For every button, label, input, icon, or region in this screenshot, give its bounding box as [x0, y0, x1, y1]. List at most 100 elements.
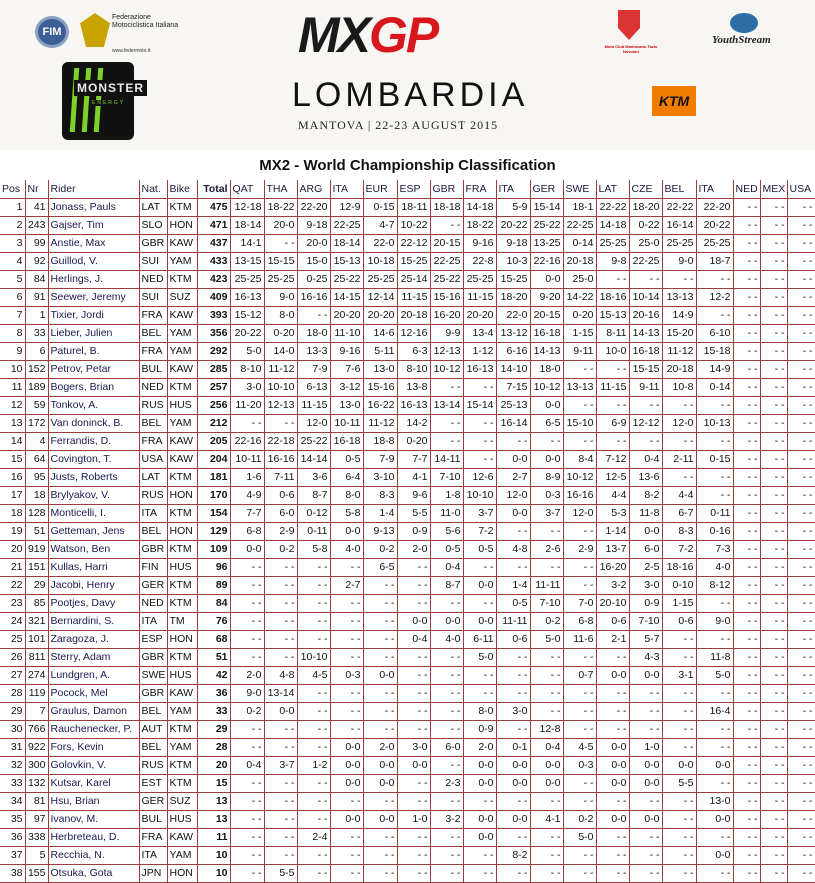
race-result-cell: 4-4	[596, 486, 630, 505]
race-result-cell: 16-16	[563, 486, 597, 505]
race-result-cell: 5-5	[264, 864, 298, 883]
race-result-cell: 15-25	[397, 252, 431, 271]
race-result-cell: 16-20	[430, 306, 464, 325]
race-result-cell: - -	[297, 720, 331, 739]
race-result-cell: 2-7	[496, 468, 531, 487]
race-result-cell: 8-12	[696, 576, 734, 595]
race-result-cell: - -	[760, 576, 788, 595]
rider-cell: Paturel, B.	[48, 342, 140, 361]
total-cell: 181	[197, 468, 231, 487]
total-cell: 423	[197, 270, 231, 289]
nat-cell: RUS	[139, 396, 168, 415]
race-result-cell: - -	[397, 558, 431, 577]
total-cell: 471	[197, 216, 231, 235]
race-result-cell: - -	[496, 522, 531, 541]
nat-cell: SUI	[139, 288, 168, 307]
bike-cell: KTM	[167, 540, 198, 559]
nr-cell: 243	[25, 216, 49, 235]
race-result-cell: 18-1	[563, 198, 597, 217]
race-result-cell: 13-14	[430, 396, 464, 415]
race-result-cell: 1-4	[363, 504, 398, 523]
rider-cell: Zaragoza, J.	[48, 630, 140, 649]
race-result-cell: 0-0	[430, 612, 464, 631]
race-result-cell: - -	[230, 774, 265, 793]
race-result-cell: 10-11	[330, 414, 364, 433]
race-result-cell: - -	[397, 576, 431, 595]
pos-cell: 15	[0, 450, 26, 469]
pos-cell: 16	[0, 468, 26, 487]
pos-cell: 18	[0, 504, 26, 523]
pos-cell: 14	[0, 432, 26, 451]
race-result-cell: 0-0	[264, 702, 298, 721]
column-header-race-11: SWE	[563, 180, 597, 199]
race-result-cell: 7-9	[297, 360, 331, 379]
race-result-cell: - -	[330, 558, 364, 577]
race-result-cell: 2-5	[629, 558, 663, 577]
race-result-cell: 11-8	[629, 504, 663, 523]
race-result-cell: - -	[264, 738, 298, 757]
race-result-cell: 5-11	[363, 342, 398, 361]
race-result-cell: 10-0	[596, 342, 630, 361]
race-result-cell: - -	[297, 612, 331, 631]
race-result-cell: 22-20	[297, 198, 331, 217]
race-result-cell: 16-14	[662, 216, 697, 235]
race-result-cell: - -	[760, 630, 788, 649]
bike-cell: KTM	[167, 720, 198, 739]
race-result-cell: - -	[330, 720, 364, 739]
race-result-cell: - -	[787, 342, 815, 361]
race-result-cell: 18-22	[463, 216, 497, 235]
race-result-cell: - -	[629, 702, 663, 721]
race-result-cell: 0-4	[430, 558, 464, 577]
race-result-cell: 6-9	[596, 414, 630, 433]
bike-cell: HON	[167, 630, 198, 649]
pos-cell: 34	[0, 792, 26, 811]
nr-cell: 766	[25, 720, 49, 739]
race-result-cell: - -	[760, 828, 788, 847]
race-result-cell: 5-0	[696, 666, 734, 685]
nat-cell: FRA	[139, 306, 168, 325]
race-result-cell: - -	[496, 684, 531, 703]
nat-cell: RUS	[139, 486, 168, 505]
race-result-cell: 0-0	[596, 810, 630, 829]
rider-cell: Kullas, Harri	[48, 558, 140, 577]
race-result-cell: - -	[760, 594, 788, 613]
rider-cell: Guillod, V.	[48, 252, 140, 271]
nat-cell: BEL	[139, 702, 168, 721]
race-result-cell: 10-13	[696, 414, 734, 433]
nat-cell: BEL	[139, 414, 168, 433]
race-result-cell: - -	[430, 378, 464, 397]
rider-cell: Anstie, Max	[48, 234, 140, 253]
total-cell: 10	[197, 864, 231, 883]
race-result-cell: 18-14	[330, 234, 364, 253]
race-result-cell: 25-22	[297, 432, 331, 451]
bike-cell: TM	[167, 612, 198, 631]
race-result-cell: 5-9	[496, 198, 531, 217]
race-result-cell: 7-0	[563, 594, 597, 613]
race-result-cell: 7-9	[363, 450, 398, 469]
table-row: 28 119 Pocock, Mel GBR KAW 36 9-0 13-14- -- -- …	[0, 684, 815, 703]
race-result-cell: 0-4	[397, 630, 431, 649]
table-row: 34 81 Hsu, Brian GER SUZ 13- -- -- -- -- -- -…	[0, 792, 815, 811]
race-result-cell: 0-0	[463, 756, 497, 775]
nat-cell: FRA	[139, 432, 168, 451]
race-result-cell: 5-0	[530, 630, 564, 649]
race-result-cell: - -	[596, 792, 630, 811]
race-result-cell: - -	[563, 432, 597, 451]
race-result-cell: - -	[733, 630, 761, 649]
race-result-cell: 0-0	[530, 756, 564, 775]
rider-cell: Gajser, Tim	[48, 216, 140, 235]
pos-cell: 38	[0, 864, 26, 883]
race-result-cell: - -	[596, 846, 630, 865]
race-result-cell: - -	[696, 306, 734, 325]
race-result-cell: 0-0	[496, 774, 531, 793]
race-result-cell: - -	[787, 216, 815, 235]
column-header-race-17: MEX	[760, 180, 788, 199]
rider-cell: Lundgren, A.	[48, 666, 140, 685]
race-result-cell: - -	[397, 828, 431, 847]
race-result-cell: - -	[330, 612, 364, 631]
bike-cell: YAM	[167, 414, 198, 433]
race-result-cell: 14-22	[563, 288, 597, 307]
table-row: 16 95 Justs, Roberts LAT KTM 181 1-6 7-11 3-6 6-4…	[0, 468, 815, 487]
total-cell: 29	[197, 720, 231, 739]
race-result-cell: - -	[430, 864, 464, 883]
